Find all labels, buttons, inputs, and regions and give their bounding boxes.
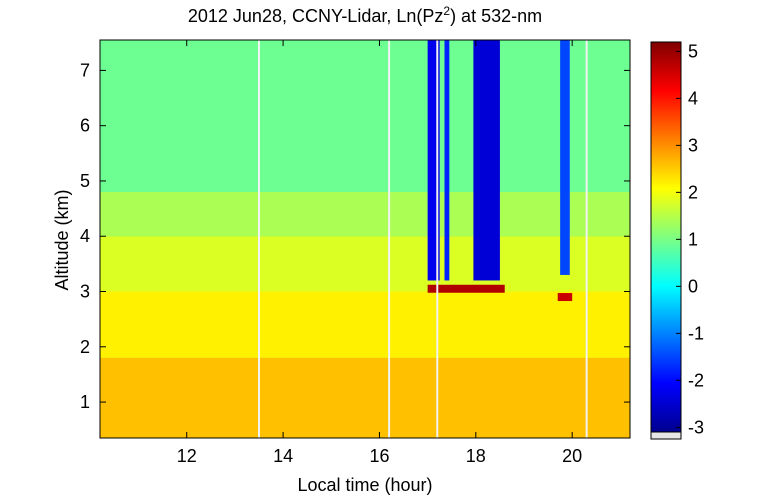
y-tick-label: 1 [80,392,90,412]
colorbar-ticks: -3 -2 -1 0 1 2 3 4 5 [676,41,704,437]
low-signal-column [560,40,570,275]
y-tick-label: 2 [80,337,90,357]
heatmap-gaps [258,40,588,438]
y-axis-label: Altitude (km) [52,189,72,290]
colorbar-gradient [650,41,682,433]
colorbar-tick-label: 4 [688,88,698,108]
heatmap-layer [100,40,630,193]
cloud-layer [557,293,573,302]
heatmap-layer [100,357,630,438]
title-superscript: 2 [443,4,450,18]
colorbar-tick-label: -1 [688,323,704,343]
heatmap-layer [100,291,630,358]
colorbar-tick-label: -3 [688,417,704,437]
colorbar-tick-label: 1 [688,229,698,249]
y-tick-label: 4 [80,226,90,246]
plot-frame [99,39,631,439]
colorbar-tick-label: 0 [688,276,698,296]
colorbar-tick-label: -2 [688,370,704,390]
low-signal-column [473,40,500,281]
colorbar-end-swatch [650,431,682,440]
colorbar: -3 -2 -1 0 1 2 3 4 5 [650,41,704,440]
y-tick-label: 3 [80,282,90,302]
x-tick-label: 16 [369,446,389,466]
y-tick-label: 6 [80,116,90,136]
colorbar-tick-label: 5 [688,41,698,61]
x-tick-label: 12 [177,446,197,466]
colorbar-tick-label: 3 [688,135,698,155]
heatmap-clouds [427,284,573,302]
low-signal-column [444,40,450,281]
x-tick-label: 20 [562,446,582,466]
heatmap-layer [100,236,630,292]
y-axis: 1 2 3 4 5 6 7 [80,60,630,412]
cloud-layer [427,284,505,293]
y-tick-label: 5 [80,171,90,191]
heatmap-layers [100,40,630,438]
heatmap-layer [100,192,630,237]
x-tick-label: 18 [466,446,486,466]
plot-area [99,39,631,439]
x-axis: 12 14 16 18 20 [177,40,582,466]
colorbar-tick-label: 2 [688,182,698,202]
chart-title: 2012 Jun28, CCNY-Lidar, Ln(Pz2) at 532-n… [188,4,542,26]
x-axis-label: Local time (hour) [297,475,432,495]
title-suffix: ) at 532-nm [450,6,542,26]
y-tick-label: 7 [80,60,90,80]
x-tick-label: 14 [273,446,293,466]
